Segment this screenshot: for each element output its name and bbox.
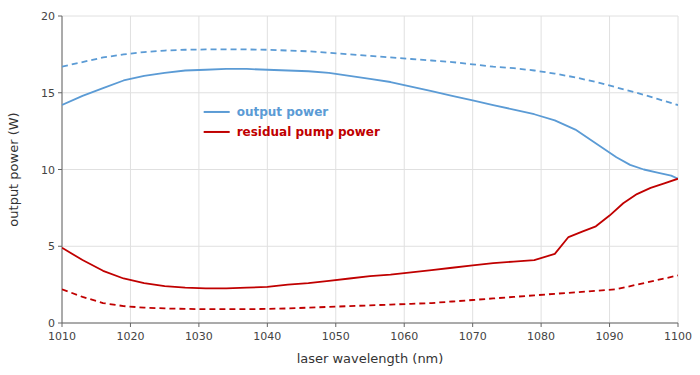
y-tick bbox=[58, 246, 62, 247]
y-axis-label: output power (W) bbox=[6, 112, 21, 226]
legend-swatch bbox=[204, 111, 230, 113]
x-tick bbox=[62, 323, 63, 327]
grid-line-y bbox=[62, 92, 678, 93]
y-tick bbox=[58, 169, 62, 170]
grid-line-y bbox=[62, 16, 678, 17]
legend: output power residual pump power bbox=[204, 105, 380, 139]
x-tick bbox=[267, 323, 268, 327]
x-tick-label: 1010 bbox=[48, 330, 76, 343]
y-tick-label: 20 bbox=[41, 10, 55, 23]
x-axis-label: laser wavelength (nm) bbox=[297, 351, 444, 366]
grid-line-y bbox=[62, 169, 678, 170]
legend-label: residual pump power bbox=[237, 125, 380, 139]
y-tick bbox=[58, 16, 62, 17]
y-tick bbox=[58, 323, 62, 324]
x-tick bbox=[472, 323, 473, 327]
dashed-line bbox=[62, 275, 678, 309]
x-tick-label: 1080 bbox=[527, 330, 555, 343]
legend-swatch bbox=[204, 131, 230, 133]
line bbox=[62, 69, 678, 179]
axes: 1010102010301040105010601070108010901100… bbox=[41, 10, 692, 343]
chart: 1010102010301040105010601070108010901100… bbox=[0, 0, 700, 375]
x-tick-label: 1050 bbox=[322, 330, 350, 343]
x-tick bbox=[335, 323, 336, 327]
legend-label: output power bbox=[237, 105, 329, 119]
x-tick bbox=[198, 323, 199, 327]
x-tick bbox=[609, 323, 610, 327]
lines bbox=[62, 49, 678, 309]
y-tick-label: 10 bbox=[41, 164, 55, 177]
y-tick-label: 5 bbox=[48, 240, 55, 253]
y-tick-label: 0 bbox=[48, 317, 55, 330]
y-tick-label: 15 bbox=[41, 87, 55, 100]
x-tick bbox=[130, 323, 131, 327]
x-tick-label: 1040 bbox=[253, 330, 281, 343]
grid-line-y bbox=[62, 246, 678, 247]
x-axis-line bbox=[62, 323, 678, 324]
x-tick bbox=[678, 323, 679, 327]
x-tick-label: 1030 bbox=[185, 330, 213, 343]
line bbox=[62, 179, 678, 289]
x-tick bbox=[541, 323, 542, 327]
x-tick-label: 1020 bbox=[116, 330, 144, 343]
grid-line-y bbox=[62, 323, 678, 324]
dashed-line bbox=[62, 49, 678, 105]
x-tick-label: 1100 bbox=[664, 330, 692, 343]
x-tick-label: 1090 bbox=[596, 330, 624, 343]
y-tick bbox=[58, 92, 62, 93]
x-tick-label: 1070 bbox=[459, 330, 487, 343]
grid bbox=[62, 16, 678, 323]
x-tick bbox=[404, 323, 405, 327]
x-tick-label: 1060 bbox=[390, 330, 418, 343]
